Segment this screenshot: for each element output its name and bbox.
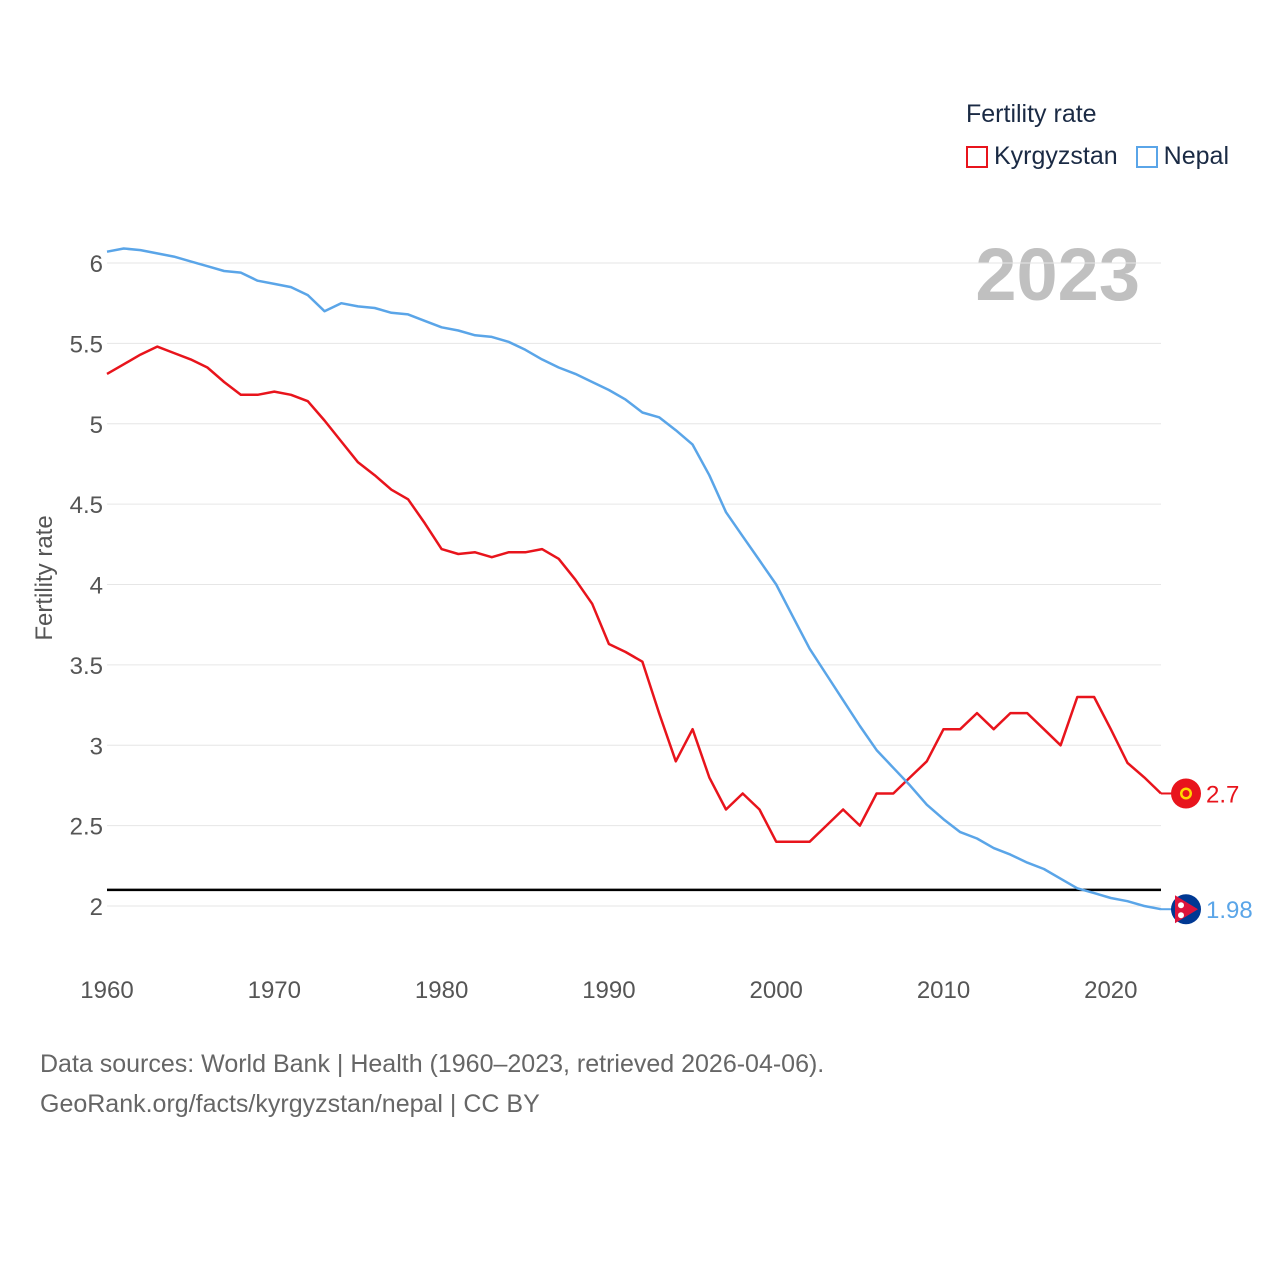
series-line-nepal — [106, 247, 1162, 911]
legend-swatch-nepal — [1135, 145, 1158, 168]
x-tick-label: 2020 — [1084, 977, 1137, 1004]
footer-sources: Data sources: World Bank | Health (1960–… — [40, 1050, 825, 1078]
legend-item-nepal[interactable]: Nepal — [1135, 142, 1229, 171]
y-tick-label: 6 — [90, 251, 103, 278]
y-tick-label: 4 — [90, 573, 103, 600]
end-value-label-kyrgyzstan: 2.7 — [1206, 781, 1239, 808]
footer: Data sources: World Bank | Health (1960–… — [40, 1044, 824, 1124]
x-tick-label: 2010 — [917, 977, 970, 1004]
y-tick-label: 5 — [90, 412, 103, 439]
legend-item-kyrgyzstan[interactable]: Kyrgyzstan — [966, 142, 1118, 171]
flag-nepal-moon — [1178, 902, 1184, 909]
legend: Kyrgyzstan Nepal — [966, 142, 1247, 171]
y-tick-label: 3.5 — [70, 653, 103, 680]
year-watermark: 2023 — [975, 233, 1140, 316]
legend-label-nepal: Nepal — [1163, 142, 1229, 170]
flag-kyrgyzstan-tunduk — [1182, 789, 1190, 797]
legend-swatch-kyrgyzstan — [966, 145, 988, 168]
y-axis-label: Fertility rate — [31, 515, 58, 640]
x-tick-label: 1970 — [248, 977, 301, 1004]
y-tick-label: 4.5 — [70, 492, 103, 519]
y-tick-label: 5.5 — [70, 331, 103, 358]
y-tick-label: 2 — [90, 894, 103, 921]
x-tick-label: 2000 — [750, 977, 803, 1004]
x-tick-label: 1960 — [80, 977, 133, 1004]
y-tick-label: 3 — [90, 733, 103, 760]
footer-link[interactable]: GeoRank.org/facts/kyrgyzstan/nepal | CC … — [40, 1090, 540, 1118]
x-tick-label: 1990 — [582, 977, 635, 1004]
end-value-label-nepal: 1.98 — [1206, 897, 1253, 924]
legend-title: Fertility rate — [966, 100, 1097, 128]
legend-label-kyrgyzstan: Kyrgyzstan — [994, 142, 1118, 170]
series-line-kyrgyzstan — [106, 345, 1162, 843]
x-tick-label: 1980 — [415, 977, 468, 1004]
flag-nepal-sun — [1178, 912, 1184, 919]
y-tick-label: 2.5 — [70, 814, 103, 841]
